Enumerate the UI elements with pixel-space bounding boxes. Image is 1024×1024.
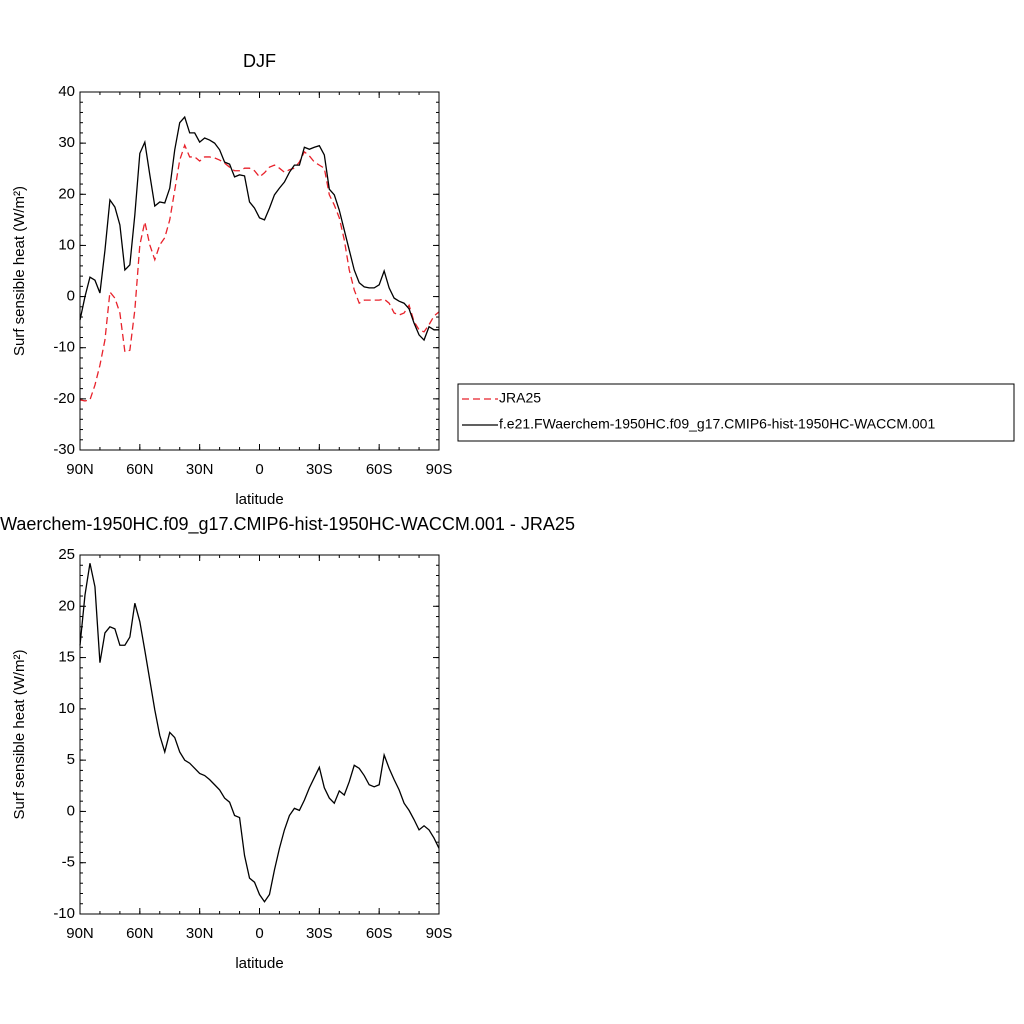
- y-tick-label: -5: [62, 854, 75, 871]
- y-tick-label: -20: [53, 390, 75, 407]
- x-tick-label: 90N: [66, 461, 94, 478]
- legend-frame: [457, 383, 1015, 442]
- y-tick-label: 20: [58, 597, 75, 614]
- y-tick-label: 30: [58, 134, 75, 151]
- x-tick-label: 0: [255, 925, 263, 942]
- y-axis-label: Surf sensible heat (W/m²): [11, 649, 28, 819]
- legend-label: f.e21.FWaerchem-1950HC.f09_g17.CMIP6-his…: [499, 416, 935, 432]
- y-tick-label: 25: [58, 546, 75, 563]
- data-line: [79, 563, 440, 903]
- x-tick-label: 0: [255, 461, 263, 478]
- plot-frame: [79, 91, 440, 451]
- plot-frame: [79, 554, 440, 915]
- y-tick-label: 15: [58, 649, 75, 666]
- y-tick-label: 0: [67, 802, 75, 819]
- y-axis-label: Surf sensible heat (W/m²): [11, 186, 28, 356]
- x-axis-label: latitude: [235, 955, 283, 972]
- y-tick-label: 0: [67, 288, 75, 305]
- x-tick-label: 30S: [306, 461, 333, 478]
- y-tick-label: 5: [67, 751, 75, 768]
- data-line: [79, 143, 440, 402]
- y-tick-label: 10: [58, 700, 75, 717]
- chart-title: DJF: [243, 51, 276, 71]
- x-tick-label: 60N: [126, 461, 154, 478]
- x-tick-label: 90S: [426, 925, 453, 942]
- x-tick-label: 30S: [306, 925, 333, 942]
- data-line: [79, 115, 439, 342]
- x-tick-label: 60S: [366, 925, 393, 942]
- x-tick-label: 30N: [186, 461, 214, 478]
- y-tick-label: -10: [53, 339, 75, 356]
- x-tick-label: 30N: [186, 925, 214, 942]
- y-tick-label: 40: [58, 83, 75, 100]
- y-tick-label: 10: [58, 236, 75, 253]
- y-tick-label: -30: [53, 441, 75, 458]
- y-tick-label: 20: [58, 185, 75, 202]
- x-tick-label: 60S: [366, 461, 393, 478]
- x-tick-label: 90S: [426, 461, 453, 478]
- legend: JRA25 f.e21.FWaerchem-1950HC.f09_g17.CMIP…: [457, 383, 1015, 442]
- x-tick-label: 60N: [126, 925, 154, 942]
- x-axis-label: latitude: [235, 491, 283, 508]
- chart-title: f.e21.FWaerchem-1950HC.f09_g17.CMIP6-his…: [0, 514, 575, 535]
- legend-label: JRA25: [499, 390, 541, 406]
- y-tick-label: -10: [53, 905, 75, 922]
- x-tick-label: 90N: [66, 925, 94, 942]
